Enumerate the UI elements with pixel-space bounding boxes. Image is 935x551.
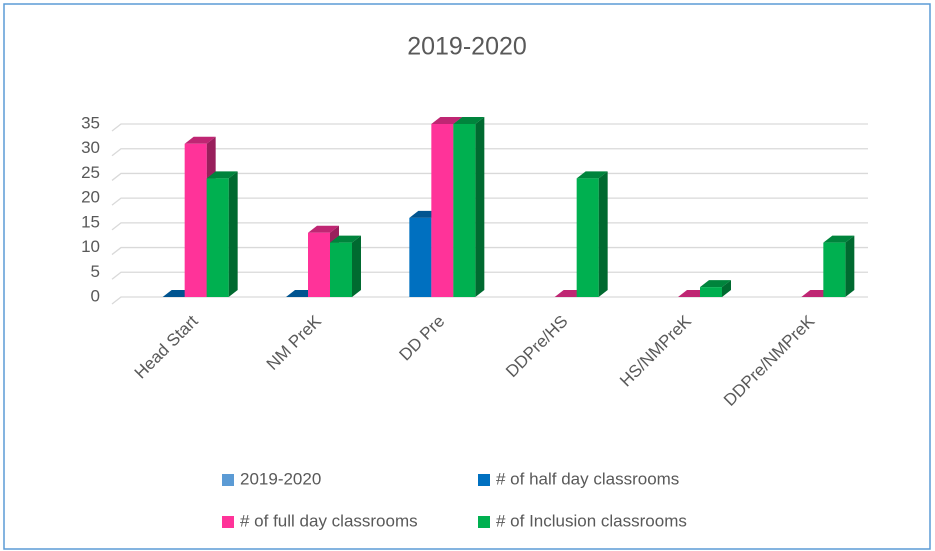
bar [330, 242, 352, 297]
bar [431, 124, 454, 297]
y-tick-label: 20 [81, 188, 100, 207]
grid-line [111, 197, 868, 206]
bar [206, 178, 229, 297]
bar-side [598, 171, 608, 297]
y-tick-label: 5 [91, 262, 100, 281]
legend-swatch [478, 474, 490, 486]
bar-top [453, 117, 485, 124]
grid-line [111, 222, 868, 231]
bar [184, 143, 207, 297]
bar-side [228, 171, 238, 297]
bar-top [431, 117, 463, 124]
bar [576, 178, 599, 297]
grid-line [111, 172, 868, 181]
chart-title: 2019-2020 [407, 33, 527, 61]
grid-line [111, 148, 868, 157]
bar-top [823, 235, 855, 243]
legend-swatch [478, 516, 490, 528]
bar-top [576, 171, 608, 179]
bar [453, 124, 476, 297]
y-tick-label: 25 [81, 163, 100, 182]
y-tick-label: 0 [91, 286, 100, 305]
bar-top [308, 225, 339, 233]
bar-side [722, 280, 731, 297]
bar [308, 232, 330, 297]
bar-top [206, 171, 238, 179]
legend-label: # of half day classrooms [496, 469, 679, 488]
legend-swatch [222, 516, 234, 528]
y-tick-label: 15 [81, 212, 100, 231]
grid-line [111, 246, 868, 256]
legend-label: # of Inclusion classrooms [496, 511, 687, 530]
bar [409, 217, 432, 297]
bar-top [184, 136, 216, 144]
legend-swatch [222, 474, 234, 486]
bar-side [475, 117, 485, 297]
legend-label: # of full day classrooms [240, 511, 418, 530]
bar-side [845, 235, 855, 297]
bar-top [700, 280, 731, 288]
legend-label: 2019-2020 [240, 469, 321, 488]
grid-line [111, 123, 868, 132]
y-tick-label: 30 [81, 138, 100, 157]
bar-top [330, 235, 361, 243]
bar-side [352, 235, 361, 297]
bar [700, 287, 722, 297]
y-tick-label: 10 [81, 237, 100, 256]
bar [823, 242, 846, 297]
grid-line [111, 296, 868, 305]
y-tick-label: 35 [81, 113, 100, 132]
grid-line [111, 271, 868, 280]
